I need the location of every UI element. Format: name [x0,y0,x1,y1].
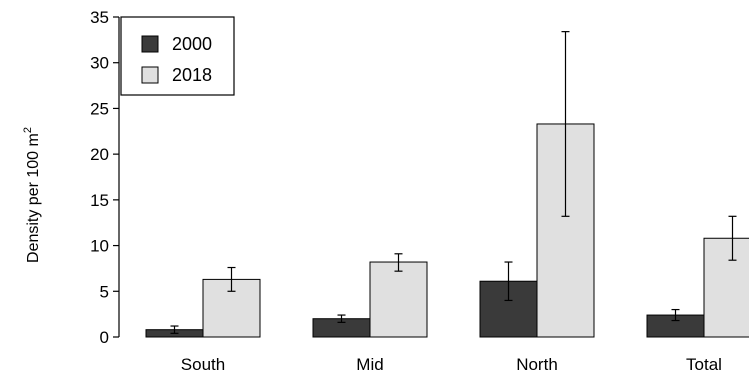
error-bar-total-2018 [728,215,737,261]
x-category-label: Mid [356,355,383,374]
legend-label-2018: 2018 [172,65,212,85]
legend-label-2000: 2000 [172,34,212,54]
x-axis-labels: South Mid North Total [181,355,722,374]
y-tick-label: 0 [100,328,109,347]
error-bar-north-2018 [561,31,570,217]
x-category-label: Total [686,355,722,374]
y-tick-label: 20 [90,145,109,164]
bar-total-2018 [703,237,749,338]
error-bar-mid-2000 [337,314,346,323]
y-axis-label: Density per 100 m2 [22,127,42,263]
error-bars [170,31,737,334]
y-tick-label: 35 [90,8,109,27]
legend-box [120,16,235,96]
error-bar-north-2000 [504,261,513,302]
x-category-label: North [516,355,558,374]
x-category-label: South [181,355,225,374]
y-tick-label: 15 [90,191,109,210]
legend-swatch-2000 [141,35,159,53]
legend-swatch-2018 [141,66,159,84]
legend: 2000 2018 [120,16,235,96]
error-bar-south-2000 [170,325,179,334]
bars [145,123,749,338]
bar-mid-2018 [369,261,428,338]
error-bar-mid-2018 [394,253,403,272]
error-bar-total-2000 [671,308,680,322]
error-bar-south-2018 [227,266,236,292]
y-tick-label: 10 [90,237,109,256]
y-tick-label: 25 [90,99,109,118]
y-tick-label: 30 [90,54,109,73]
y-axis: 0 5 10 15 20 25 30 35 [90,8,120,347]
y-tick-label: 5 [100,282,109,301]
